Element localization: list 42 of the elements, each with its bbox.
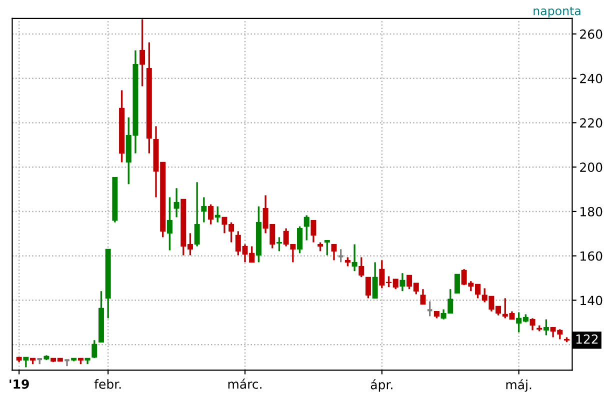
candlestick <box>420 288 426 306</box>
candlestick <box>166 196 172 252</box>
candlestick <box>331 243 337 262</box>
y-tick-label: 220 <box>580 118 602 128</box>
candlestick <box>530 317 536 332</box>
candlestick <box>365 276 371 300</box>
candlestick <box>276 236 282 252</box>
candlestick <box>214 206 220 224</box>
candlestick <box>344 256 350 268</box>
candlestick <box>174 187 180 218</box>
chart-subtitle: naponta <box>534 6 580 18</box>
candlestick <box>324 239 330 256</box>
x-tick-label: máj. <box>506 379 532 392</box>
annotation: 122 <box>576 334 598 344</box>
candlestick <box>194 181 200 248</box>
candlestick <box>310 220 316 244</box>
candlestick <box>337 248 344 264</box>
x-tick-label: ápr. <box>370 379 392 392</box>
x-tick-label: márc. <box>228 378 262 389</box>
candlestick <box>426 300 434 318</box>
candlestick <box>372 261 378 300</box>
candlestick <box>23 356 29 368</box>
candlestick <box>208 204 214 226</box>
x-tick-label: '19 <box>10 379 29 389</box>
candlestick <box>304 214 310 242</box>
x-tick-label: febr. <box>94 379 121 389</box>
candlestick <box>352 243 358 272</box>
candlestick <box>543 318 549 336</box>
candlestick <box>92 339 98 359</box>
y-tick-label: 180 <box>580 206 602 216</box>
candlestick <box>64 359 70 367</box>
candlestick <box>358 256 364 278</box>
y-tick-label: 200 <box>580 162 602 172</box>
y-tick-label: 160 <box>580 251 602 261</box>
candlestick <box>454 274 460 294</box>
candlestick <box>400 272 406 292</box>
candlestick <box>201 196 207 224</box>
y-tick-label: 260 <box>580 29 602 39</box>
y-tick-label: 140 <box>580 296 602 306</box>
y-tick-label: 240 <box>580 74 602 84</box>
candlestick <box>297 226 303 254</box>
candlestick <box>140 18 146 88</box>
